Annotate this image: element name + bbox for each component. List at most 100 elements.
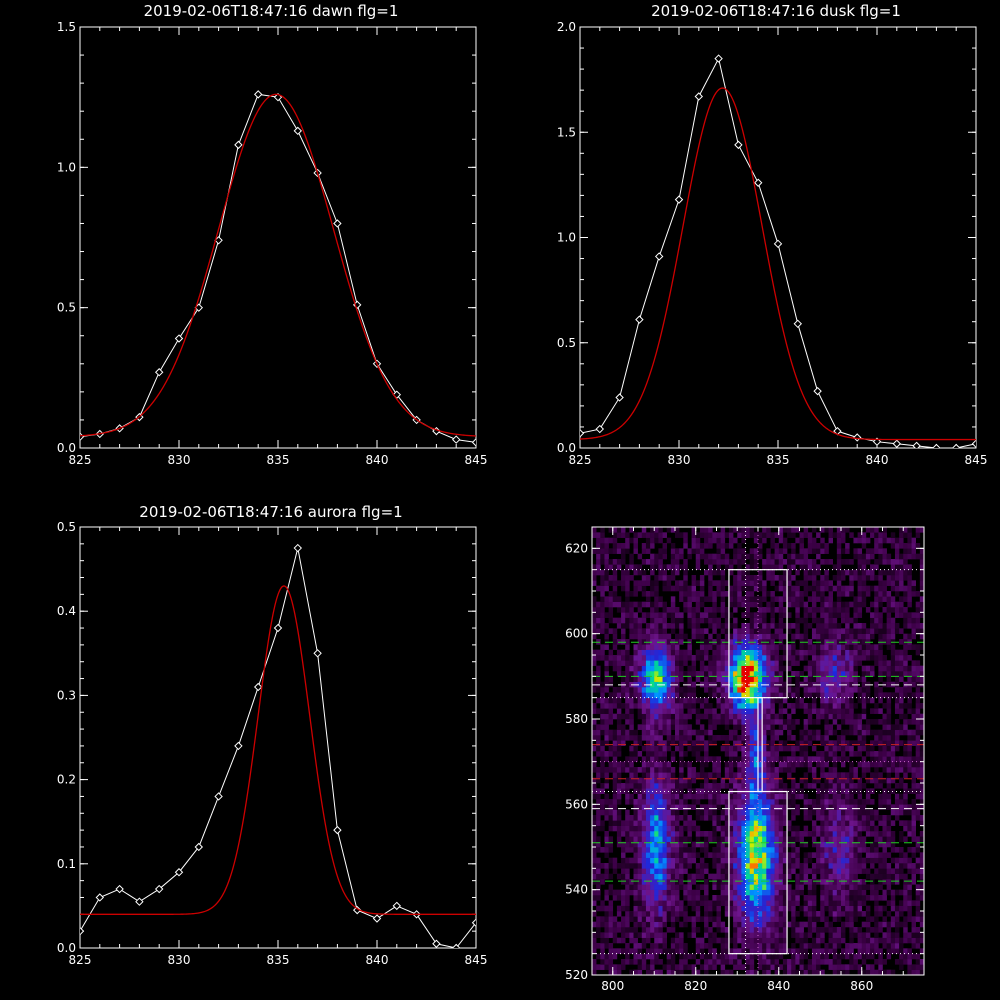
heatmap-cell <box>753 884 759 890</box>
heatmap-cell <box>616 831 622 837</box>
heatmap-cell <box>724 708 730 714</box>
heatmap-cell <box>811 548 817 554</box>
heatmap-cell <box>641 745 647 752</box>
heatmap-cell <box>670 601 676 608</box>
heatmap-cell <box>675 895 680 901</box>
heatmap-cell <box>791 756 796 762</box>
heatmap-cell <box>778 809 784 816</box>
data-point <box>80 926 85 936</box>
heatmap-cell <box>679 639 684 645</box>
heatmap-cell <box>625 713 630 720</box>
heatmap-cell <box>820 831 825 837</box>
heatmap-cell <box>758 628 763 634</box>
heatmap-cell <box>592 729 597 736</box>
heatmap-cell <box>670 553 676 560</box>
heatmap-cell <box>654 852 659 858</box>
heatmap-cell <box>770 863 775 869</box>
heatmap-cell <box>820 543 825 549</box>
heatmap-cell <box>708 617 713 624</box>
heatmap-cell <box>787 729 792 736</box>
heatmap-cell <box>662 553 667 560</box>
heatmap-cell <box>592 959 597 965</box>
heatmap-cell <box>799 537 804 544</box>
heatmap-cell <box>716 687 721 693</box>
heatmap-cell <box>612 921 618 928</box>
heatmap-cell <box>737 783 742 789</box>
heatmap-cell <box>641 772 647 778</box>
heatmap-cell <box>803 772 809 778</box>
heatmap-cell <box>695 825 701 832</box>
heatmap-cell <box>592 777 597 784</box>
heatmap-cell <box>670 756 676 762</box>
heatmap-cell <box>724 937 730 944</box>
heatmap-cell <box>666 847 672 853</box>
heatmap-cell <box>691 820 697 826</box>
heatmap-cell <box>621 959 626 965</box>
heatmap-cell <box>641 575 647 581</box>
y-tick-label: 0.3 <box>57 688 76 702</box>
heatmap-cell <box>733 777 738 784</box>
heatmap-cell <box>679 740 684 746</box>
heatmap-cell <box>625 948 630 954</box>
heatmap-cell <box>592 735 597 741</box>
heatmap-cell <box>861 761 867 768</box>
heatmap-cell <box>641 921 647 928</box>
heatmap-cell <box>616 564 622 570</box>
heatmap-cell <box>691 841 697 848</box>
heatmap-cell <box>712 649 717 656</box>
heatmap-cell <box>670 836 676 842</box>
heatmap-cell <box>820 847 825 853</box>
heatmap-cell <box>666 633 672 640</box>
heatmap-cell <box>857 601 863 608</box>
heatmap-cell <box>650 612 655 618</box>
heatmap-cell <box>745 601 750 608</box>
heatmap-cell <box>737 569 742 576</box>
heatmap-cell <box>807 532 813 538</box>
heatmap-cell <box>865 548 871 554</box>
heatmap-cell <box>865 633 871 640</box>
heatmap-cell <box>712 820 717 826</box>
heatmap-cell <box>695 532 701 538</box>
heatmap-cell <box>795 825 800 832</box>
heatmap-cell <box>662 633 667 640</box>
heatmap-cell <box>716 548 721 554</box>
heatmap-cell <box>625 911 630 917</box>
heatmap-cell <box>708 964 713 970</box>
heatmap-cell <box>828 937 833 944</box>
heatmap-cell <box>724 740 730 746</box>
heatmap-cell <box>733 921 738 928</box>
heatmap-cell <box>604 889 609 896</box>
heatmap-cell <box>811 644 817 650</box>
heatmap-cell <box>641 836 647 842</box>
heatmap-cell <box>811 665 817 672</box>
heatmap-cell <box>811 676 817 682</box>
heatmap-cell <box>832 841 838 848</box>
heatmap-cell <box>749 585 755 592</box>
heatmap-cell <box>749 713 755 720</box>
heatmap-cell <box>600 729 605 736</box>
heatmap-cell <box>650 724 655 730</box>
heatmap-cell <box>803 809 809 816</box>
heatmap-cell <box>799 559 804 565</box>
heatmap-cell <box>670 783 676 789</box>
heatmap-cell <box>704 831 709 837</box>
heatmap-cell <box>720 697 726 704</box>
heatmap-cell <box>824 783 829 789</box>
heatmap-cell <box>650 527 655 533</box>
heatmap-cell <box>753 879 759 885</box>
heatmap-cell <box>641 820 647 826</box>
heatmap-cell <box>625 660 630 666</box>
heatmap-cell <box>770 740 775 746</box>
heatmap-cell <box>853 644 858 650</box>
heatmap-cell <box>816 596 821 602</box>
heatmap-cell <box>745 628 750 634</box>
heatmap-cell <box>691 671 697 677</box>
heatmap-cell <box>608 847 614 853</box>
heatmap-cell <box>770 847 775 853</box>
heatmap-cell <box>600 580 605 586</box>
heatmap-cell <box>687 863 692 869</box>
heatmap-cell <box>861 820 867 826</box>
heatmap-cell <box>592 660 597 666</box>
heatmap-cell <box>745 793 750 800</box>
heatmap-cell <box>728 735 734 741</box>
